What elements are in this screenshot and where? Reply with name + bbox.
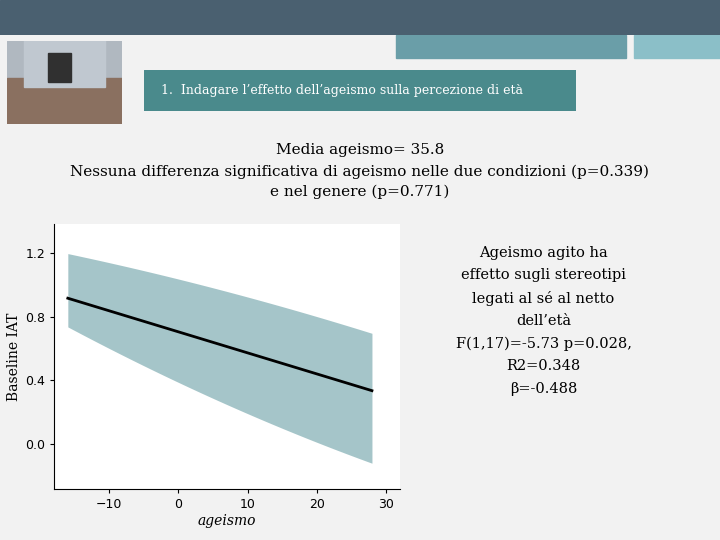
- Text: dell’età: dell’età: [516, 314, 571, 328]
- Text: Media ageismo= 35.8: Media ageismo= 35.8: [276, 143, 444, 157]
- X-axis label: ageismo: ageismo: [197, 514, 256, 528]
- Text: effetto sugli stereotipi: effetto sugli stereotipi: [461, 268, 626, 282]
- Text: legati al sé al netto: legati al sé al netto: [472, 291, 615, 306]
- Text: 1.  Indagare l’effetto dell’ageismo sulla percezione di età: 1. Indagare l’effetto dell’ageismo sulla…: [161, 84, 523, 97]
- Text: Nessuna differenza significativa di ageismo nelle due condizioni (p=0.339): Nessuna differenza significativa di agei…: [71, 165, 649, 179]
- Text: β=-0.488: β=-0.488: [510, 382, 577, 396]
- Y-axis label: Baseline IAT: Baseline IAT: [6, 312, 21, 401]
- Bar: [634, 35, 720, 58]
- Bar: [48, 53, 71, 82]
- Bar: [7, 78, 122, 124]
- Text: F(1,17)=-5.73 p=0.028,: F(1,17)=-5.73 p=0.028,: [456, 336, 631, 351]
- Text: e nel genere (p=0.771): e nel genere (p=0.771): [270, 185, 450, 199]
- Text: R2=0.348: R2=0.348: [506, 359, 581, 373]
- Text: Ageismo agito ha: Ageismo agito ha: [480, 246, 608, 260]
- Bar: [24, 40, 105, 86]
- Bar: [396, 35, 626, 58]
